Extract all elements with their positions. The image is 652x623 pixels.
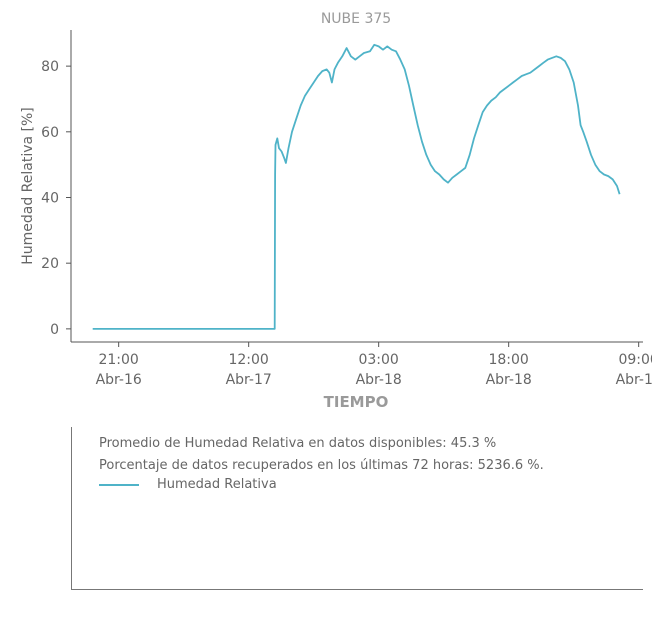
x-tick-date: Abr-19	[616, 372, 652, 388]
y-tick-label: 40	[41, 190, 59, 206]
legend-swatch	[99, 483, 139, 486]
average-humidity-text: Promedio de Humedad Relativa en datos di…	[99, 436, 497, 451]
x-tick-date: Abr-18	[486, 372, 532, 388]
x-axis-label: TIEMPO	[324, 393, 389, 411]
series-line-humedad-relativa	[92, 43, 621, 330]
y-tick-label: 60	[41, 125, 59, 141]
x-ticks: 21:00 Abr-16 12:00 Abr-17 03:00 Abr-18 18:00 Ab…	[96, 342, 652, 388]
info-panel-left-border	[71, 427, 72, 589]
info-panel-bottom-border	[71, 589, 643, 590]
x-tick-time: 12:00	[228, 352, 268, 368]
y-tick-label: 20	[41, 256, 59, 272]
x-tick-time: 18:00	[488, 352, 528, 368]
humidity-chart: NUBE 375 0 20 40 60 80 21:00 Abr-16 12:00 Abr-1…	[20, 11, 652, 411]
x-tick-time: 21:00	[98, 352, 138, 368]
y-axis-label: Humedad Relativa [%]	[20, 107, 36, 265]
recovered-data-text: Porcentaje de datos recuperados en los ú…	[99, 458, 544, 473]
chart-title: NUBE 375	[321, 11, 391, 27]
x-tick-date: Abr-17	[226, 372, 272, 388]
legend: Humedad Relativa	[99, 477, 277, 492]
x-tick-time: 03:00	[358, 352, 398, 368]
legend-label: Humedad Relativa	[157, 477, 277, 492]
y-tick-label: 80	[41, 59, 59, 75]
y-tick-label: 0	[50, 322, 59, 338]
info-text: Promedio de Humedad Relativa en datos di…	[99, 433, 544, 477]
x-tick-time: 09:00	[618, 352, 652, 368]
x-tick-date: Abr-16	[96, 372, 142, 388]
x-tick-date: Abr-18	[356, 372, 402, 388]
y-ticks: 0 20 40 60 80	[41, 59, 71, 338]
